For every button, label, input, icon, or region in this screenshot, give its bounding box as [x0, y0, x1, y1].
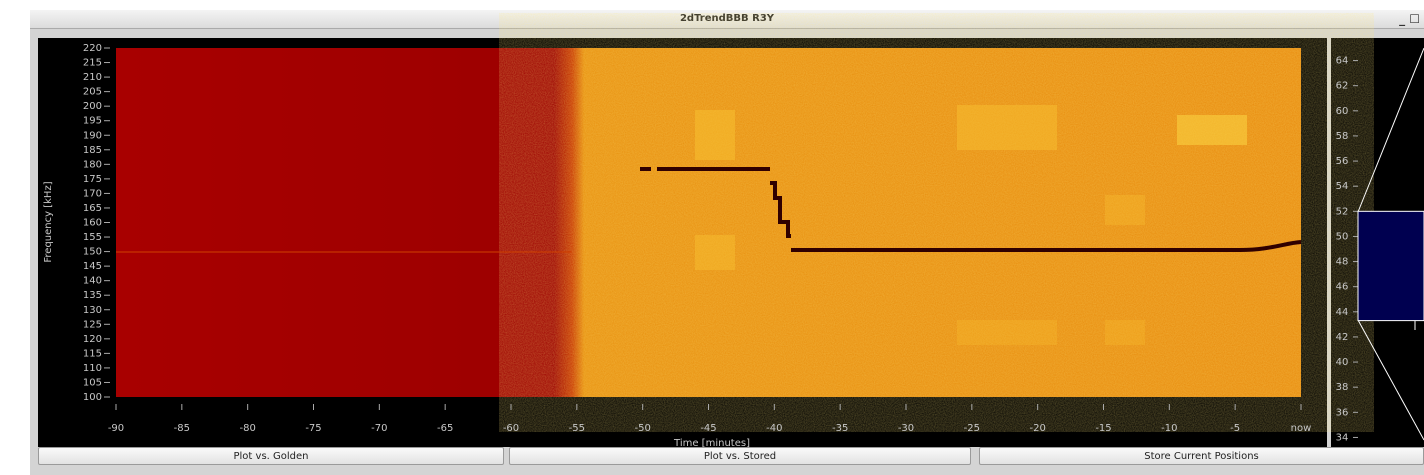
y-tick-label: 110: [83, 363, 102, 374]
y-tick-label: 100: [83, 392, 102, 403]
y-tick-label: 165: [83, 203, 102, 214]
x-tick-label: -45: [700, 423, 716, 434]
y-tick-label: 125: [83, 319, 102, 330]
y-tick-label: 130: [83, 305, 102, 316]
y-tick-label: 220: [83, 43, 102, 54]
y-tick-label: 120: [83, 334, 102, 345]
x-tick-label: -20: [1029, 423, 1045, 434]
y2-tick-label: 54: [1336, 181, 1349, 192]
y2-tick-label: 52: [1336, 206, 1349, 217]
x-tick-label: -90: [108, 423, 124, 434]
y-tick-label: 105: [83, 377, 102, 388]
y-tick-label: 160: [83, 218, 102, 229]
y-tick-label: 195: [83, 116, 102, 127]
x-axis-label: Time [minutes]: [673, 438, 750, 447]
y-tick-label: 140: [83, 276, 102, 287]
x-tick-label: -70: [371, 423, 387, 434]
x-tick-label: -5: [1230, 423, 1240, 434]
y2-tick-label: 36: [1336, 407, 1349, 418]
x-tick-label: -85: [174, 423, 190, 434]
y2-tick-label: 56: [1336, 156, 1349, 167]
y2-tick-label: 46: [1336, 282, 1349, 293]
y-tick-label: 145: [83, 261, 102, 272]
y2-tick-label: 60: [1336, 106, 1349, 117]
y-tick-label: 180: [83, 159, 102, 170]
y-tick-label: 115: [83, 348, 102, 359]
y-tick-label: 135: [83, 290, 102, 301]
x-tick-label: -35: [832, 423, 848, 434]
y-tick-label: 185: [83, 145, 102, 156]
y2-tick-label: 62: [1336, 81, 1349, 92]
y-tick-label: 155: [83, 232, 102, 243]
x-tick-label: -15: [1095, 423, 1111, 434]
x-tick-label: now: [1291, 423, 1312, 434]
x-tick-label: -75: [305, 423, 321, 434]
y-tick-label: 215: [83, 58, 102, 69]
plot-area: Frequency [kHz] Time [minutes] 100 105 110…: [0, 0, 1424, 447]
y2-tick-label: 34: [1336, 432, 1349, 443]
x-tick-label: -80: [239, 423, 255, 434]
y-tick-label: 175: [83, 174, 102, 185]
y2-tick-label: 42: [1336, 332, 1349, 343]
button[interactable]: Store Current Positions: [979, 447, 1424, 465]
x-tick-label: -50: [634, 423, 650, 434]
y2-tick-label: 64: [1336, 56, 1349, 67]
y-tick-label: 170: [83, 188, 102, 199]
y-tick-label: 205: [83, 87, 102, 98]
y-tick-label: 210: [83, 72, 102, 83]
button[interactable]: Plot vs. Golden: [38, 447, 504, 465]
page: {"window":{"title":"2dTrendBBB R3Y"}, "c…: [0, 0, 1424, 475]
y2-tick-label: 44: [1336, 307, 1349, 318]
x-tick-label: -40: [766, 423, 782, 434]
x-tick-label: -30: [898, 423, 914, 434]
y-tick-label: 190: [83, 130, 102, 141]
x-tick-label: -60: [503, 423, 519, 434]
x-tick-label: -65: [437, 423, 453, 434]
x-tick-label: -25: [964, 423, 980, 434]
spectrogram: [116, 48, 1301, 397]
y2-tick-label: 40: [1336, 357, 1349, 368]
y2-tick-label: 58: [1336, 131, 1349, 142]
y-axis-label: Frequency [kHz]: [43, 181, 54, 262]
x-tick-label: -55: [569, 423, 585, 434]
y-tick-label: 200: [83, 101, 102, 112]
x-tick-label: -10: [1161, 423, 1177, 434]
button[interactable]: Plot vs. Stored: [509, 447, 971, 465]
y2-tick-label: 38: [1336, 382, 1349, 393]
y2-tick-label: 50: [1336, 231, 1349, 242]
range-box: [1358, 211, 1424, 320]
y2-tick-label: 48: [1336, 257, 1349, 268]
y-tick-label: 150: [83, 247, 102, 258]
